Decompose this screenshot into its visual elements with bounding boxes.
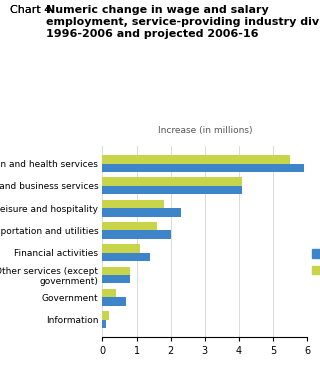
Bar <box>102 320 106 328</box>
Bar <box>102 155 290 164</box>
Bar <box>102 311 109 320</box>
Text: Numeric change in wage and salary
employment, service-providing industry divisio: Numeric change in wage and salary employ… <box>46 5 320 39</box>
Bar <box>102 297 126 306</box>
Legend: 1996-2006, 2006-16: 1996-2006, 2006-16 <box>312 249 320 275</box>
Bar <box>102 266 130 275</box>
Bar <box>102 208 181 217</box>
Bar <box>102 186 242 194</box>
Bar <box>102 289 116 297</box>
Bar <box>102 253 150 261</box>
Bar <box>102 275 130 284</box>
Bar <box>102 178 242 186</box>
Bar <box>102 164 304 172</box>
Bar <box>102 244 140 253</box>
Text: Chart 4.: Chart 4. <box>10 5 58 15</box>
Bar <box>102 231 171 239</box>
Bar <box>102 222 157 231</box>
Text: Increase (in millions): Increase (in millions) <box>157 126 252 135</box>
Text: Chart 4.: Chart 4. <box>10 5 58 15</box>
Bar <box>102 199 164 208</box>
